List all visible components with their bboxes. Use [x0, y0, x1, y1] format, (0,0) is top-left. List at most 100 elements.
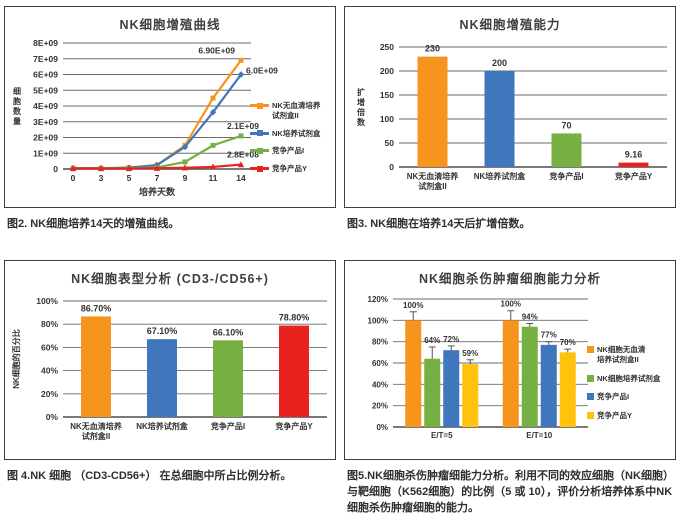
chart-text: 4E+09	[33, 101, 58, 111]
figure3-panel: NK细胞增殖能力 0 50 100 150 200 250 扩增倍数 230 NK无血清培养 试剂…	[344, 6, 676, 208]
chart-text: 7E+09	[33, 54, 58, 64]
chart-text: 100%	[36, 296, 58, 306]
chart-text: 78.80%	[279, 313, 310, 323]
chart-text: 20%	[41, 389, 58, 399]
chart-text: 67.10%	[147, 326, 178, 336]
chart-text: 3	[99, 173, 104, 183]
chart-text: 94%	[522, 313, 538, 322]
chart-text: 100%	[501, 300, 521, 309]
chart-legend: NK无血清培养 试剂盒II NK培养试剂盒 竞争产品I 竞争产品Y	[250, 101, 334, 174]
chart-text: 77%	[541, 331, 557, 340]
chart-text: NK无血清培养	[407, 171, 459, 181]
chart-text: 70%	[560, 338, 576, 347]
chart-text: 100	[380, 114, 394, 124]
chart-text: 70	[561, 120, 571, 130]
chart-text: 试剂盒II	[418, 181, 446, 191]
chart-title: NK细胞增殖曲线	[119, 18, 221, 32]
chart-text: 59%	[462, 349, 478, 358]
figure5-cell: NK细胞杀伤肿瘤细胞能力分析 0% 20% 40% 60% 80% 100% 120% E/T…	[344, 260, 676, 517]
marker	[97, 165, 105, 172]
chart-text: 66.10%	[213, 327, 244, 337]
legend-swatch-icon	[587, 412, 594, 419]
bar	[540, 344, 557, 427]
legend-swatch-icon	[250, 147, 269, 154]
chart-text: 64%	[424, 336, 440, 345]
figure3-caption: 图3. NK细胞在培养14天后扩增倍数。	[347, 218, 531, 230]
chart-body: 0 1E+09 2E+09 3E+09 4E+09 5E+09 6E+09 7E+09 8E+0…	[5, 33, 335, 205]
chart-text: 2E+09	[33, 133, 58, 143]
chart-text: 培养天数	[139, 186, 176, 197]
marker	[181, 164, 189, 171]
bar	[213, 340, 243, 417]
chart-text: 20%	[372, 402, 388, 411]
chart-text: 增	[357, 97, 365, 107]
figure4-cell: NK细胞表型分析 (CD3-/CD56+) 0% 20% 40% 60% 80% 100%…	[4, 260, 336, 517]
marker	[237, 161, 245, 168]
chart-text: 1E+09	[33, 148, 58, 158]
chart-text: 竞争产品Y	[274, 421, 313, 431]
legend-label: NK细胞无血清 培养试剂盒II	[597, 345, 646, 364]
chart-text: 8E+09	[33, 38, 58, 48]
chart-text: 40%	[41, 366, 58, 376]
legend-swatch-icon	[250, 165, 269, 172]
chart-text: 11	[209, 173, 218, 183]
bar	[551, 133, 582, 167]
chart-text: 倍	[356, 107, 365, 117]
chart-text: 7	[155, 173, 160, 183]
chart-text: 14	[236, 173, 246, 183]
legend-swatch-icon	[587, 393, 594, 401]
chart-text: 40%	[372, 380, 388, 389]
chart-text: 5E+09	[33, 85, 58, 95]
legend-swatch-icon	[587, 374, 594, 382]
marker	[209, 109, 217, 116]
marker	[182, 159, 188, 165]
nk-proliferation-line-chart: 0 1E+09 2E+09 3E+09 4E+09 5E+09 6E+09 7E+09 8E+0…	[12, 38, 278, 197]
marker	[237, 71, 245, 78]
chart-text: 3E+09	[33, 117, 58, 127]
chart-text: NK培养试剂盒	[136, 421, 189, 431]
chart-text: 竞争产品I	[548, 171, 583, 181]
bar	[462, 364, 479, 427]
chart-text: 230	[425, 44, 440, 54]
chart-text: 6E+09	[33, 70, 58, 80]
bar	[81, 316, 111, 417]
chart-text: 数	[13, 106, 22, 116]
chart-text: 60%	[372, 359, 388, 368]
figure3-cell: NK细胞增殖能力 0 50 100 150 200 250 扩增倍数 230 NK无血清培养 试剂…	[344, 6, 676, 260]
chart-title: NK细胞增殖能力	[459, 18, 561, 32]
chart-text: NK培养试剂盒	[474, 171, 527, 181]
chart-text: 200	[380, 66, 394, 76]
nk-phenotype-bar-chart: 0% 20% 40% 60% 80% 100% NK细胞的百分比 86.70% NK无血清培养试…	[11, 296, 327, 441]
figure2-panel: NK细胞增殖曲线 0 1E+09 2E+09 3E+09 4E+09 5E+09 6E+09…	[4, 6, 336, 208]
chart-body: 0% 20% 40% 60% 80% 100% NK细胞的百分比 86.70% NK无血清培养试…	[5, 287, 335, 457]
figure2-cell: NK细胞增殖曲线 0 1E+09 2E+09 3E+09 4E+09 5E+09 6E+09…	[4, 6, 336, 260]
legend-swatch-icon	[587, 346, 594, 353]
nk-cytotoxicity-grouped-bar-chart: 0% 20% 40% 60% 80% 100% 120% E/T=5 100% 64% 72%59%…	[368, 295, 588, 440]
chart-text: 试剂盒II	[82, 431, 110, 441]
chart-text: 胞	[12, 96, 21, 106]
chart-text: 数	[357, 117, 366, 127]
chart-text: NK无血清培养	[70, 421, 122, 431]
marker	[210, 95, 216, 101]
chart-text: 量	[13, 116, 21, 126]
chart-text: 200	[492, 58, 507, 68]
bar	[417, 56, 448, 167]
chart-text: E/T=10	[526, 431, 553, 440]
bar	[502, 320, 519, 427]
figure5-caption: 图5.NK细胞杀伤肿瘤细能力分析。利用不同的效应细胞（NK细胞）与靶细胞（K56…	[347, 470, 673, 514]
chart-text: 0	[53, 164, 58, 174]
marker	[209, 163, 217, 170]
chart-text: 120%	[368, 295, 388, 304]
chart-text: 0%	[46, 412, 59, 422]
chart-body: 0% 20% 40% 60% 80% 100% 120% E/T=5 100% 64% 72% 59%…	[345, 287, 675, 459]
chart-text: 80%	[372, 338, 388, 347]
marker	[153, 164, 161, 171]
bar	[484, 71, 515, 167]
chart-text: 250	[380, 42, 394, 52]
line-series	[73, 59, 242, 170]
chart-text: 100%	[403, 301, 423, 310]
bar	[147, 339, 177, 417]
chart-text: 2.8E+08	[227, 150, 259, 160]
legend-label: 竞争产品I	[272, 146, 305, 156]
chart-text: 6.0E+09	[246, 66, 278, 76]
